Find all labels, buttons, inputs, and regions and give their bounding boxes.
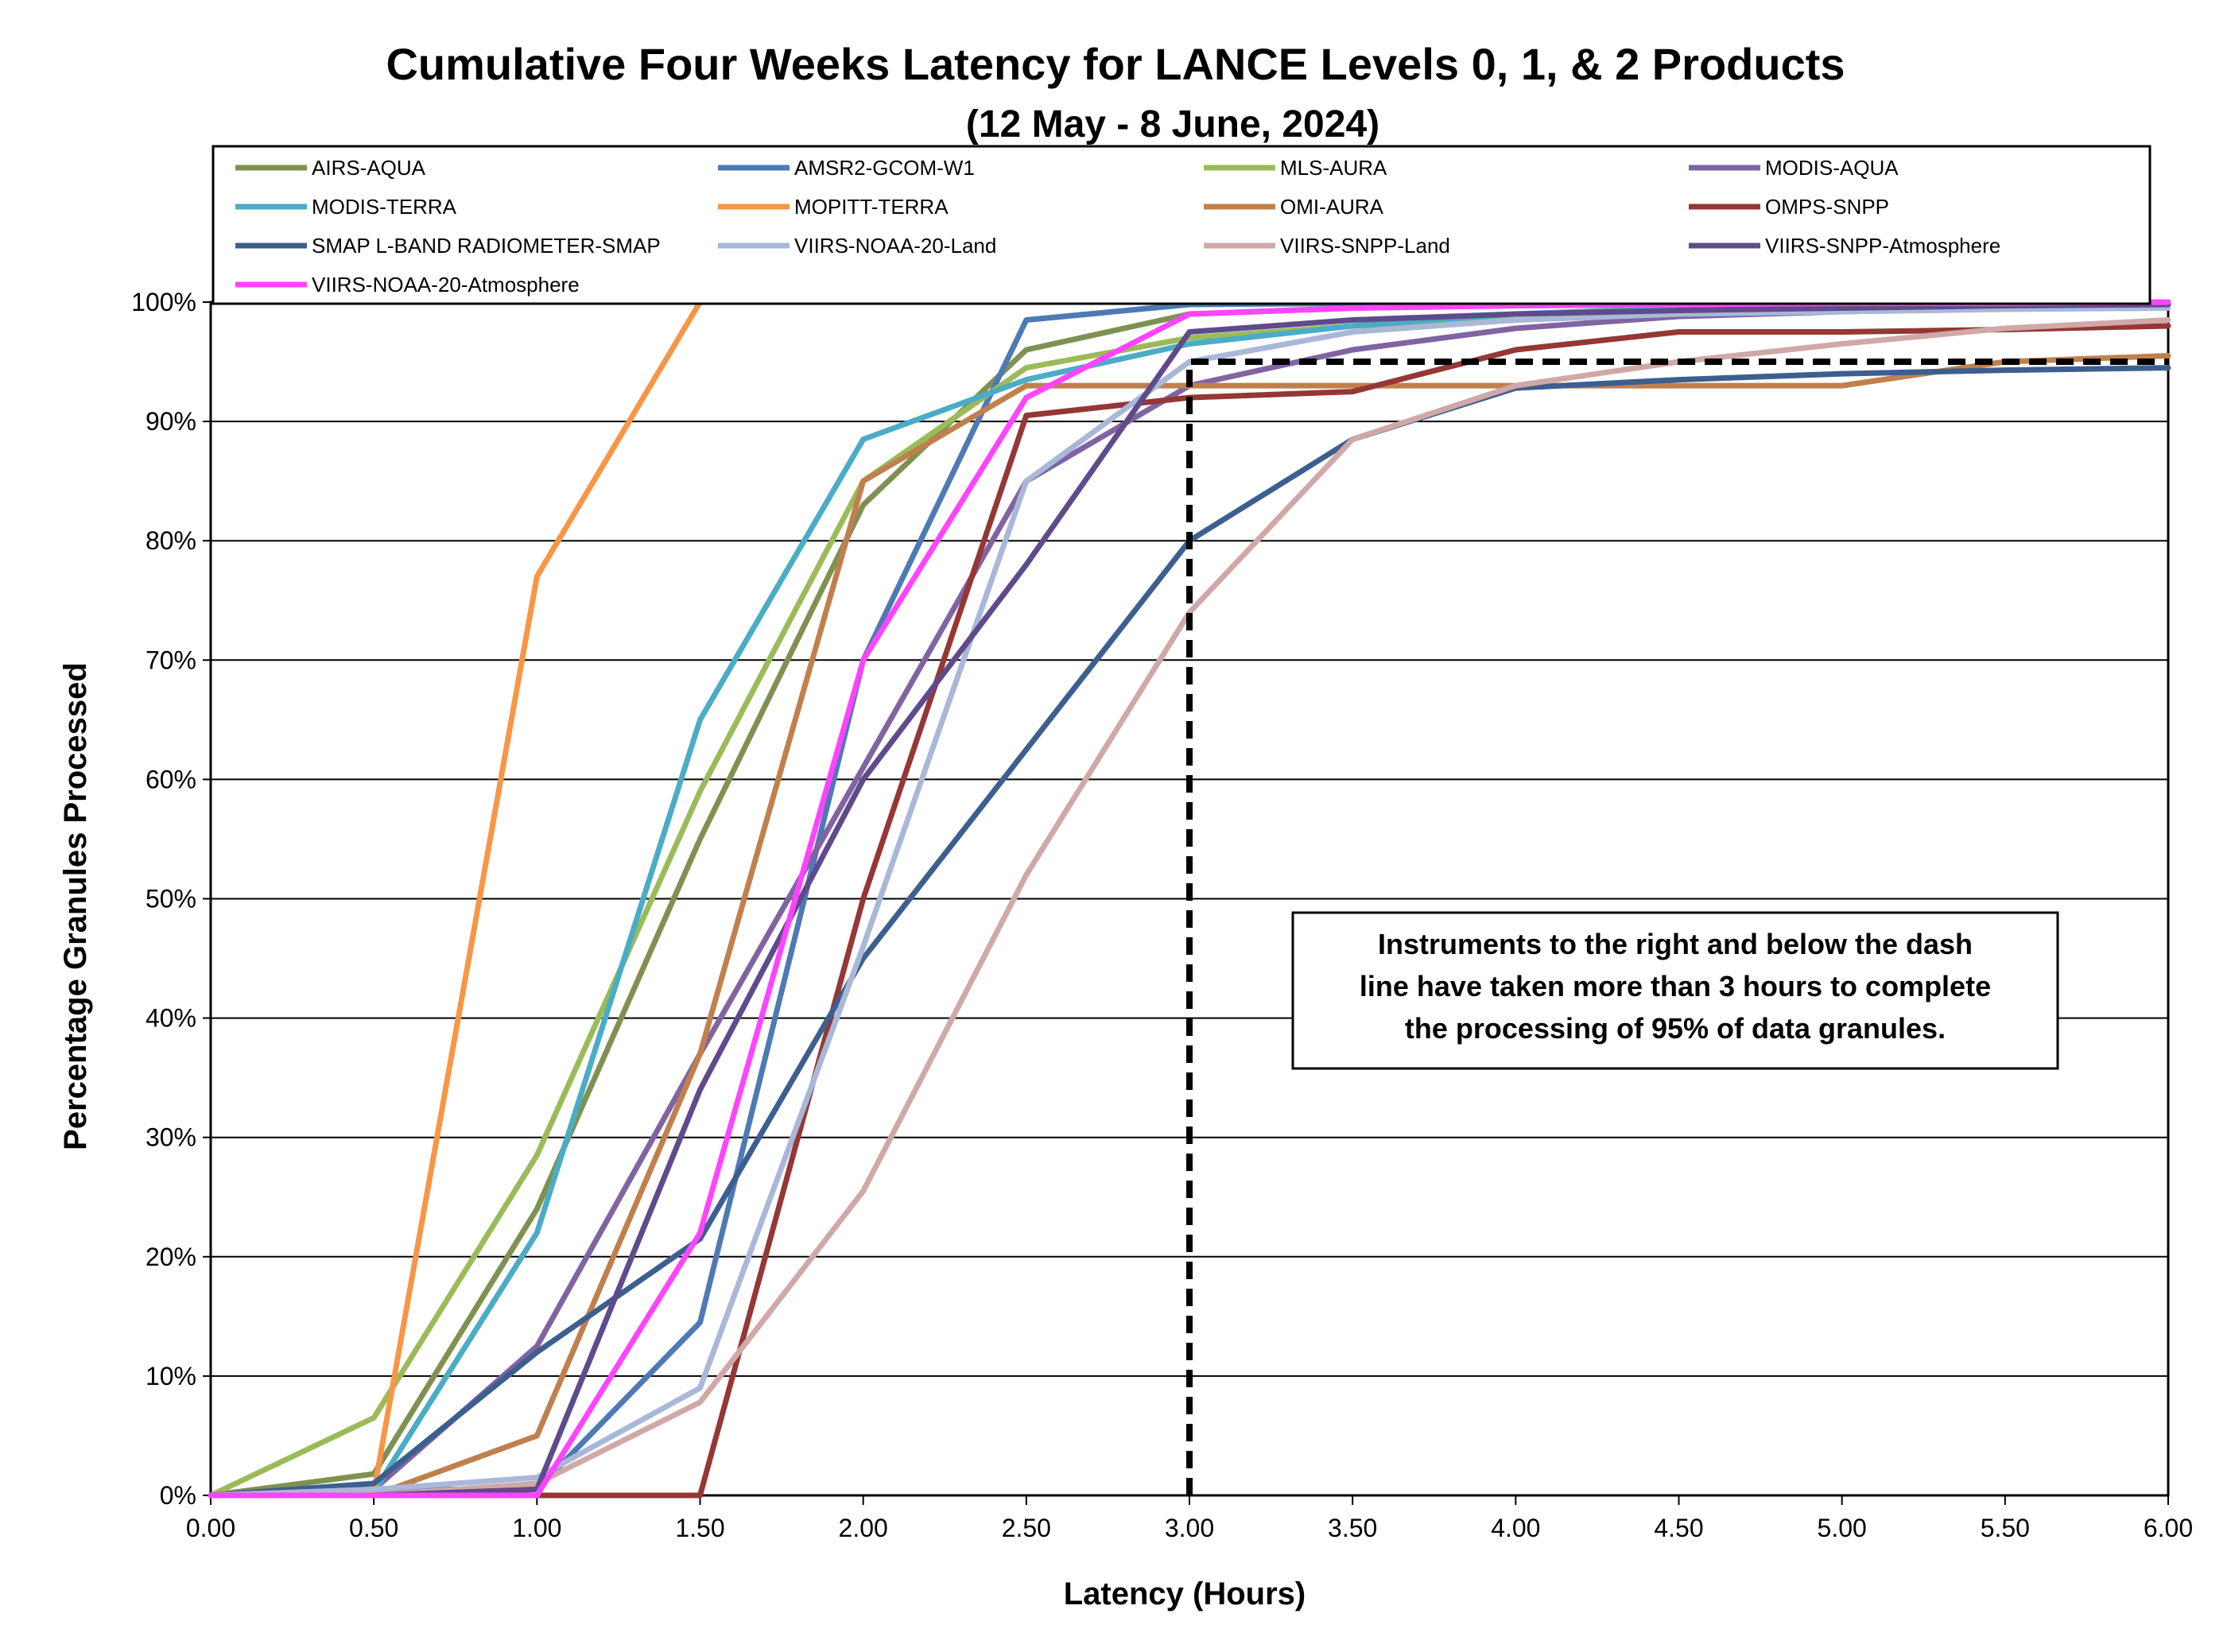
legend-label-mopitt-terra: MOPITT-TERRA: [794, 195, 949, 219]
chart-subtitle: (12 May - 8 June, 2024): [966, 103, 1379, 145]
y-tick-label: 10%: [146, 1362, 196, 1390]
x-axis-label: Latency (Hours): [1064, 1576, 1306, 1611]
x-tick-label: 4.00: [1491, 1514, 1540, 1542]
annotation-frame: [1291, 911, 2059, 1070]
x-tick-label: 1.50: [675, 1514, 724, 1542]
annotation-line-3: the processing of 95% of data granules.: [1405, 1012, 1946, 1045]
y-tick-label: 40%: [146, 1004, 196, 1033]
legend-label-airs-aqua: AIRS-AQUA: [312, 156, 426, 180]
threshold-line: [1186, 359, 2168, 1495]
y-tick-label: 80%: [146, 526, 196, 555]
y-tick-label: 60%: [146, 765, 196, 793]
y-tick-label: 50%: [146, 885, 196, 913]
legend-label-viirs-snpp-land: VIIRS-SNPP-Land: [1280, 234, 1450, 258]
x-tick-label: 3.00: [1165, 1514, 1214, 1542]
x-tick-label: 5.50: [1981, 1514, 2030, 1542]
y-axis-ticks: 0% 10% 20% 30% 40% 50% 60% 70% 80% 90% 100%: [131, 288, 211, 1510]
x-tick-label: 4.50: [1654, 1514, 1703, 1542]
legend-label-modis-terra: MODIS-TERRA: [312, 195, 457, 219]
legend-label-viirs-snpp-atmosphere: VIIRS-SNPP-Atmosphere: [1765, 234, 2000, 258]
annotation-line-2: line have taken more than 3 hours to com…: [1360, 970, 1991, 1002]
x-tick-label: 1.00: [512, 1514, 561, 1542]
annotation-line-1: Instruments to the right and below the d…: [1378, 928, 1973, 960]
series-line-viirs-noaa-20-land: [208, 305, 2171, 1499]
x-tick-label: 2.00: [839, 1514, 888, 1542]
x-tick-label: 6.00: [2144, 1514, 2193, 1542]
legend-label-modis-aqua: MODIS-AQUA: [1765, 156, 1899, 180]
threshold-dashed-line: [1186, 359, 2168, 1495]
x-tick-label: 0.50: [349, 1514, 398, 1542]
x-tick-label: 5.00: [1818, 1514, 1867, 1542]
legend-label-omps-snpp: OMPS-SNPP: [1765, 195, 1889, 219]
legend-label-amsr2-gcom-w1: AMSR2-GCOM-W1: [794, 156, 975, 180]
y-tick-label: 100%: [131, 288, 196, 316]
y-tick-label: 30%: [146, 1123, 196, 1152]
x-tick-label: 2.50: [1002, 1514, 1051, 1542]
series-line-viirs-snpp-atmosphere: [208, 301, 2171, 1499]
legend-label-smap-l-band-radiometer-smap: SMAP L-BAND RADIOMETER-SMAP: [312, 234, 661, 258]
legend-frame: [211, 145, 2151, 305]
annotation-box: Instruments to the right and below the d…: [1291, 911, 2059, 1070]
y-tick-label: 20%: [146, 1243, 196, 1271]
x-tick-label: 0.00: [186, 1514, 235, 1542]
legend-label-mls-aura: MLS-AURA: [1280, 156, 1387, 180]
legend-label-omi-aura: OMI-AURA: [1280, 195, 1384, 219]
y-axis-label: Percentage Granules Processed: [58, 662, 93, 1150]
legend: AIRS-AQUA AMSR2-GCOM-W1 MLS-AURA MODIS-AQUA…: [211, 145, 2151, 305]
legend-items: AIRS-AQUA AMSR2-GCOM-W1 MLS-AURA MODIS-AQUA…: [235, 156, 2000, 297]
legend-label-viirs-noaa-20-atmosphere: VIIRS-NOAA-20-Atmosphere: [312, 273, 580, 297]
legend-label-viirs-noaa-20-land: VIIRS-NOAA-20-Land: [794, 234, 996, 258]
x-axis-ticks: 0.00 0.50 1.00 1.50 2.00 2.50 3.00 3.50 4.00 4.50…: [186, 1495, 2193, 1542]
y-tick-label: 90%: [146, 407, 196, 436]
y-tick-label: 70%: [146, 646, 196, 674]
chart-title: Cumulative Four Weeks Latency for LANCE …: [386, 39, 1845, 89]
y-tick-label: 0%: [160, 1481, 196, 1510]
x-tick-label: 3.50: [1328, 1514, 1377, 1542]
